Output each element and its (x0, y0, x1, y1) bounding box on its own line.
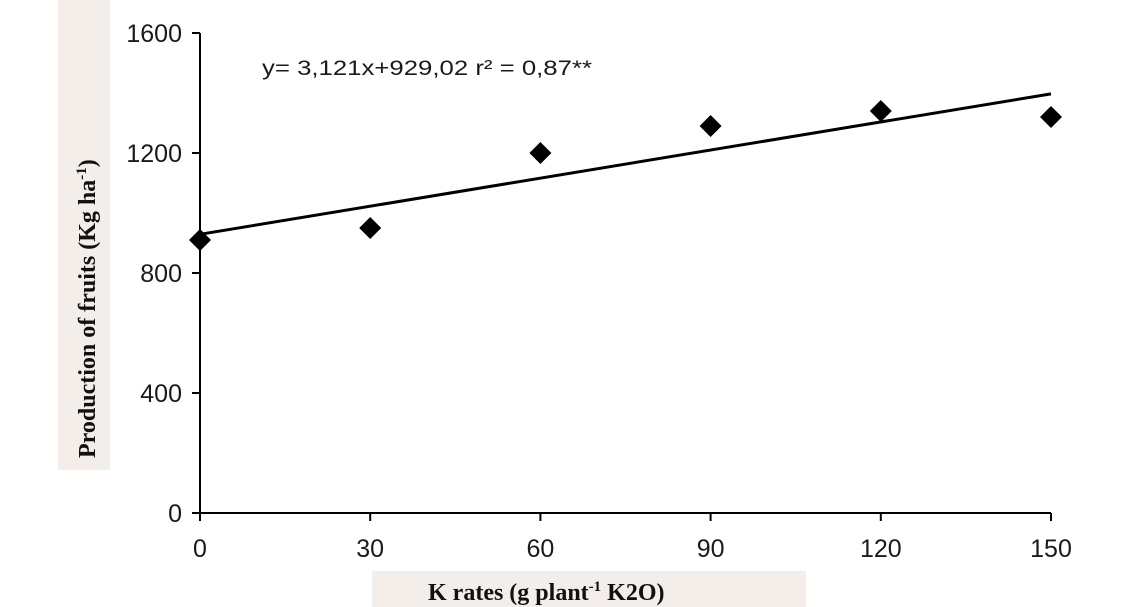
data-point-diamond (359, 217, 382, 239)
x-axis-ticks: 0 30 60 90 120 150 (193, 513, 1072, 563)
y-axis-title-main: Production of fruits (Kg ha (75, 180, 101, 458)
y-axis-title-tail: ) (75, 159, 101, 167)
x-tick-label: 30 (356, 535, 384, 563)
x-tick-label: 0 (193, 535, 207, 563)
y-tick-label: 0 (168, 500, 182, 528)
x-tick-label: 90 (697, 535, 725, 563)
y-tick-label: 400 (140, 380, 182, 408)
x-axis-title-background (372, 571, 806, 607)
y-tick-label: 1200 (126, 140, 182, 168)
data-point-diamond (699, 115, 722, 137)
x-tick-label: 120 (860, 535, 902, 563)
data-points (189, 100, 1062, 251)
y-tick-label: 1600 (126, 20, 182, 48)
y-axis-ticks: 0 400 800 1200 1600 (126, 20, 200, 528)
y-axis-title-sup: -1 (74, 167, 90, 180)
x-axis-title-sup: -1 (589, 579, 602, 595)
data-point-diamond (529, 142, 552, 164)
x-tick-label: 60 (526, 535, 554, 563)
data-point-diamond (1040, 106, 1062, 128)
x-axis-title: K rates (g plant-1 K2O) (428, 579, 664, 606)
regression-equation: y= 3,121x+929,02 r² = 0,87** (262, 57, 592, 80)
y-tick-label: 800 (140, 260, 182, 288)
trend-line (199, 92, 1052, 236)
x-tick-label: 150 (1030, 535, 1072, 563)
x-axis-title-main: K rates (g plant (428, 580, 589, 606)
y-axis-title-background (58, 0, 110, 470)
data-point-diamond (189, 229, 211, 251)
x-axis-title-tail: K2O) (601, 580, 664, 606)
data-point-diamond (869, 100, 892, 122)
y-axis-title: Production of fruits (Kg ha-1) (74, 159, 101, 458)
